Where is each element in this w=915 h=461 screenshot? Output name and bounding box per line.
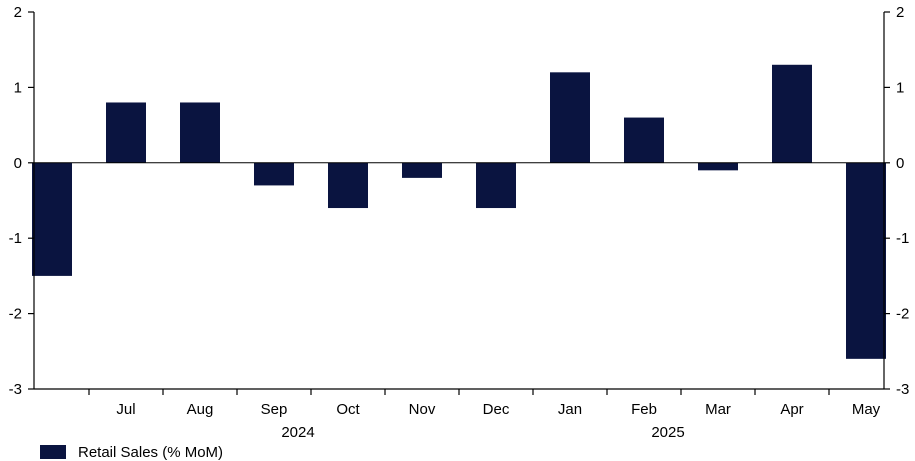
y-tick-label-right: 2	[896, 4, 904, 21]
y-tick-label-right: 0	[896, 155, 904, 172]
x-tick-label: May	[852, 401, 881, 418]
year-label: 2025	[651, 424, 684, 441]
y-tick-label-right: -2	[896, 306, 909, 323]
bar-mar	[698, 162, 738, 171]
legend-swatch	[40, 445, 66, 459]
legend-label: Retail Sales (% MoM)	[78, 443, 224, 461]
y-tick-label-left: -1	[9, 230, 22, 247]
bar-may	[846, 162, 886, 359]
x-tick-label: Aug	[187, 401, 214, 418]
axes-layer	[28, 11, 890, 395]
y-tick-label-right: 1	[896, 79, 904, 96]
bar-dec	[476, 162, 516, 209]
y-tick-label-right: -3	[896, 381, 909, 398]
y-tick-label-left: -3	[9, 381, 22, 398]
x-tick-label: Oct	[336, 401, 360, 418]
bar-nov	[402, 162, 442, 178]
bar-oct	[328, 162, 368, 209]
x-tick-label: Apr	[780, 401, 803, 418]
y-tick-label-left: -2	[9, 306, 22, 323]
y-tick-label-left: 1	[14, 79, 22, 96]
bars-layer	[32, 64, 886, 359]
year-label: 2024	[281, 424, 314, 441]
x-tick-label: Jan	[558, 401, 582, 418]
bar-sep	[254, 162, 294, 186]
bar-jul	[106, 102, 146, 163]
bar-aug	[180, 102, 220, 163]
bar-jan	[550, 72, 590, 163]
y-tick-label-right: -1	[896, 230, 909, 247]
x-tick-label: Dec	[483, 401, 510, 418]
labels-layer: -3 -3 -2 -2 -1 -1 0 0 1 1 2 2 Jul Aug Sep Oct Nov Dec Jan F…	[9, 4, 910, 441]
x-tick-label: Mar	[705, 401, 731, 418]
x-tick-label: Jul	[116, 401, 135, 418]
x-tick-label: Sep	[261, 401, 288, 418]
bar-apr	[772, 64, 812, 163]
x-tick-label: Feb	[631, 401, 657, 418]
bar-feb	[624, 117, 664, 163]
y-tick-label-left: 2	[14, 4, 22, 21]
bar-jun	[32, 162, 72, 276]
y-tick-label-left: 0	[14, 155, 22, 172]
x-tick-label: Nov	[409, 401, 436, 418]
legend: Retail Sales (% MoM)	[40, 443, 223, 461]
